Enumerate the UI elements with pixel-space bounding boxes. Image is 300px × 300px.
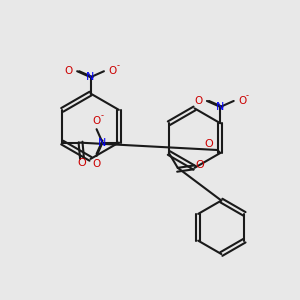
- Text: O: O: [196, 160, 204, 170]
- Text: -: -: [116, 61, 119, 70]
- Text: O: O: [108, 66, 116, 76]
- Text: N: N: [216, 102, 224, 112]
- Text: -: -: [100, 111, 103, 120]
- Text: O: O: [92, 116, 101, 126]
- Text: O: O: [92, 159, 101, 169]
- Text: O: O: [78, 158, 86, 168]
- Text: O: O: [204, 139, 213, 149]
- Text: O: O: [194, 96, 203, 106]
- Text: N: N: [98, 138, 107, 148]
- Text: -: -: [246, 91, 249, 100]
- Text: O: O: [65, 66, 73, 76]
- Text: O: O: [238, 96, 246, 106]
- Text: N: N: [86, 72, 95, 82]
